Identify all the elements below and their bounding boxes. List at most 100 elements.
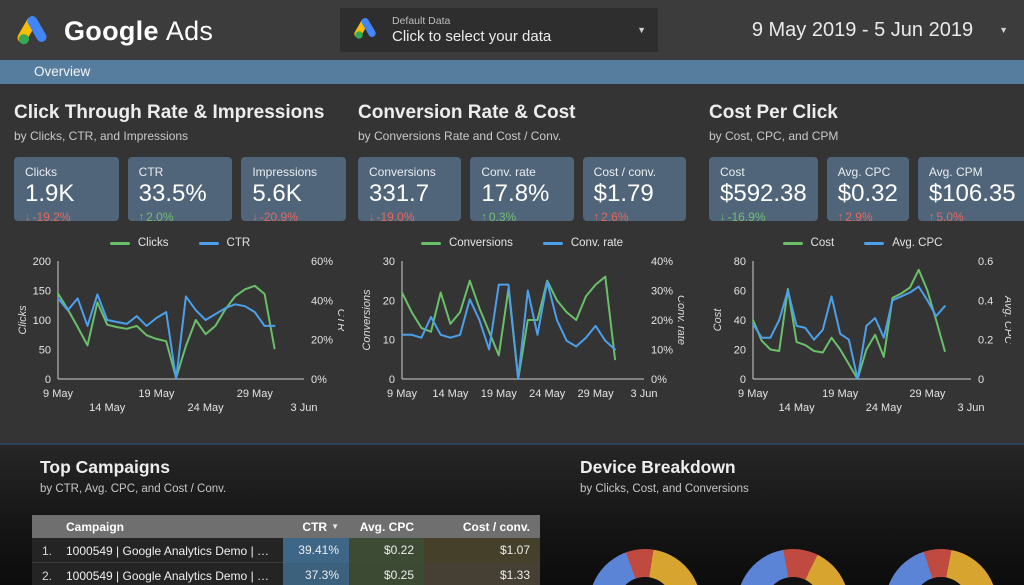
- google-ads-triangle-icon-small: [352, 15, 378, 45]
- scorecard-avg-cpm[interactable]: Avg. CPM $106.35 ↑ 5.0%: [917, 157, 1024, 224]
- device-breakdown-header: Device Breakdown by Clicks, Cost, and Co…: [580, 457, 749, 495]
- scorecard-value: $0.32: [837, 180, 898, 207]
- trend-arrow-icon: ↓: [720, 211, 726, 223]
- table-row[interactable]: 2. 1000549 | Google Analytics Demo | DR |…: [32, 563, 540, 585]
- svg-text:100: 100: [33, 315, 51, 327]
- svg-text:9 May: 9 May: [43, 388, 73, 400]
- scorecard-delta: ↑ 2.6%: [593, 210, 629, 224]
- svg-text:Conversions: Conversions: [361, 289, 373, 351]
- scorecard-label: Impressions: [252, 165, 318, 179]
- header-campaign[interactable]: Campaign: [66, 519, 125, 534]
- block-title: Device Breakdown: [580, 457, 736, 477]
- scorecard-avg-cpc[interactable]: Avg. CPC $0.32 ↑ 2.9%: [826, 157, 909, 224]
- scorecard-row: Conversions 331.7 ↓ -19.0% Conv. rate 17.…: [358, 157, 686, 224]
- legend-item: Avg. CPC: [864, 237, 942, 249]
- scorecard-delta: ↓ -19.0%: [369, 210, 415, 224]
- line-chart-clicks-ctr[interactable]: Clicks CTR 0 50 100 150 200 0% 20% 40% 60% 9 May 14 …: [14, 237, 347, 434]
- section-cost-per-click: Cost Per Click by Cost, CPC, and CPM Cos…: [709, 102, 1024, 434]
- scorecard-clicks[interactable]: Clicks 1.9K ↓ -19.2%: [14, 157, 119, 224]
- chart-legend: Conversions Conv. rate: [358, 237, 686, 249]
- svg-text:14 May: 14 May: [89, 402, 126, 414]
- scorecard-label: CTR: [138, 165, 164, 179]
- row-cost-conv: $1.33: [424, 563, 540, 585]
- header-cost-conv[interactable]: Cost / conv.: [462, 519, 530, 534]
- svg-text:20: 20: [383, 295, 395, 307]
- table-header-row: Campaign CTR ▼ Avg. CPC Cost / conv.: [32, 515, 540, 538]
- legend-item: Conv. rate: [542, 237, 623, 249]
- donut-chart-cost[interactable]: [737, 549, 849, 585]
- section-subtitle: by Cost, CPC, and CPM: [709, 129, 839, 143]
- google-ads-logo: Google Ads: [14, 12, 213, 51]
- line-chart-cost-cpc[interactable]: Cost Avg. CPC 0 20 40 60 80 0 0.2 0.4 0.6 9 May 14 M…: [709, 237, 1016, 434]
- chart-legend: Cost Avg. CPC: [709, 237, 1016, 249]
- svg-text:24 May: 24 May: [866, 402, 903, 414]
- legend-item: CTR: [198, 237, 250, 249]
- scorecard-delta: ↓ -16.9%: [720, 210, 766, 224]
- section-title: Conversion Rate & Cost: [358, 102, 576, 123]
- scorecard-conversions[interactable]: Conversions 331.7 ↓ -19.0%: [358, 157, 462, 224]
- scorecard-label: Avg. CPC: [837, 165, 891, 179]
- svg-text:30%: 30%: [651, 286, 673, 298]
- donut-chart-clicks[interactable]: [589, 549, 701, 585]
- section-ctr-impressions: Click Through Rate & Impressions by Clic…: [14, 102, 347, 434]
- scorecard-value: 17.8%: [481, 180, 550, 207]
- date-range-picker[interactable]: 9 May 2019 - 5 Jun 2019 ▼: [752, 0, 1008, 60]
- scorecard-delta: ↑ 5.0%: [928, 210, 964, 224]
- scorecard-delta: ↑ 2.0%: [138, 210, 174, 224]
- scorecard-cost-per-conv[interactable]: Cost / conv. $1.79 ↑ 2.6%: [582, 157, 686, 224]
- svg-text:CTR: CTR: [335, 309, 344, 332]
- row-ctr: 39.41%: [283, 538, 349, 563]
- svg-text:200: 200: [33, 256, 51, 268]
- scorecard-value: 331.7: [369, 180, 430, 207]
- line-chart-conversions-rate[interactable]: Conversions Conv. rate 0 10 20 30 0% 10% 20% 30% 4…: [358, 237, 687, 434]
- section-title: Cost Per Click: [709, 102, 838, 123]
- svg-text:30: 30: [383, 256, 395, 268]
- google-ads-triangle-icon: [14, 12, 50, 51]
- scorecard-label: Conv. rate: [481, 165, 536, 179]
- top-campaigns-table[interactable]: Campaign CTR ▼ Avg. CPC Cost / conv. 1. 1…: [32, 515, 540, 585]
- svg-text:Clicks: Clicks: [17, 305, 29, 335]
- scorecard-cost[interactable]: Cost $592.38 ↓ -16.9%: [709, 157, 818, 224]
- table-row[interactable]: 1. 1000549 | Google Analytics Demo | DR |…: [32, 538, 540, 563]
- svg-text:10%: 10%: [651, 345, 673, 357]
- svg-text:40: 40: [734, 315, 746, 327]
- header-ctr[interactable]: CTR ▼: [302, 519, 339, 534]
- top-campaigns-header: Top Campaigns by CTR, Avg. CPC, and Cost…: [40, 457, 226, 495]
- svg-text:3 Jun: 3 Jun: [291, 402, 318, 414]
- date-range-value: 9 May 2019 - 5 Jun 2019: [751, 18, 974, 41]
- trend-arrow-icon: ↑: [138, 211, 145, 223]
- svg-text:9 May: 9 May: [387, 388, 417, 400]
- scorecard-row: Clicks 1.9K ↓ -19.2% CTR 33.5% ↑ 2.0% Impr…: [14, 157, 347, 224]
- svg-text:29 May: 29 May: [578, 388, 615, 400]
- trend-arrow-icon: ↓: [25, 211, 31, 223]
- trend-arrow-icon: ↑: [593, 211, 600, 223]
- legend-swatch: [782, 241, 803, 245]
- device-donut-charts: [589, 549, 997, 585]
- scorecard-label: Conversions: [369, 165, 436, 179]
- scorecard-delta: ↑ 2.9%: [837, 210, 873, 224]
- scorecard-value: $1.79: [593, 180, 654, 207]
- scorecard-impressions[interactable]: Impressions 5.6K ↓ -20.9%: [241, 157, 347, 224]
- scorecard-conv-rate[interactable]: Conv. rate 17.8% ↑ 0.3%: [470, 157, 574, 224]
- sort-desc-icon: ▼: [331, 522, 339, 531]
- row-ctr: 37.3%: [283, 563, 349, 585]
- chevron-down-icon: ▼: [637, 25, 646, 35]
- header-avg-cpc[interactable]: Avg. CPC: [359, 519, 414, 534]
- svg-text:24 May: 24 May: [188, 402, 225, 414]
- trend-arrow-icon: ↓: [369, 211, 375, 223]
- legend-item: Conversions: [420, 237, 513, 249]
- scorecard-ctr[interactable]: CTR 33.5% ↑ 2.0%: [127, 157, 233, 224]
- page-tab-bar: Overview: [0, 60, 1024, 84]
- app-header: Google Ads Default Data Click to select y…: [0, 0, 1024, 60]
- donut-chart-conversions[interactable]: [885, 549, 997, 585]
- svg-text:40%: 40%: [651, 256, 673, 268]
- scorecard-delta: ↓ -19.2%: [25, 210, 71, 224]
- svg-text:9 May: 9 May: [738, 388, 768, 400]
- legend-swatch: [109, 241, 130, 245]
- svg-text:29 May: 29 May: [237, 388, 274, 400]
- legend-item: Clicks: [109, 237, 169, 249]
- section-conversion-cost: Conversion Rate & Cost by Conversions Ra…: [358, 102, 687, 434]
- legend-item: Cost: [782, 237, 834, 249]
- tab-overview[interactable]: Overview: [34, 64, 91, 79]
- data-source-selector[interactable]: Default Data Click to select your data ▼: [340, 8, 658, 52]
